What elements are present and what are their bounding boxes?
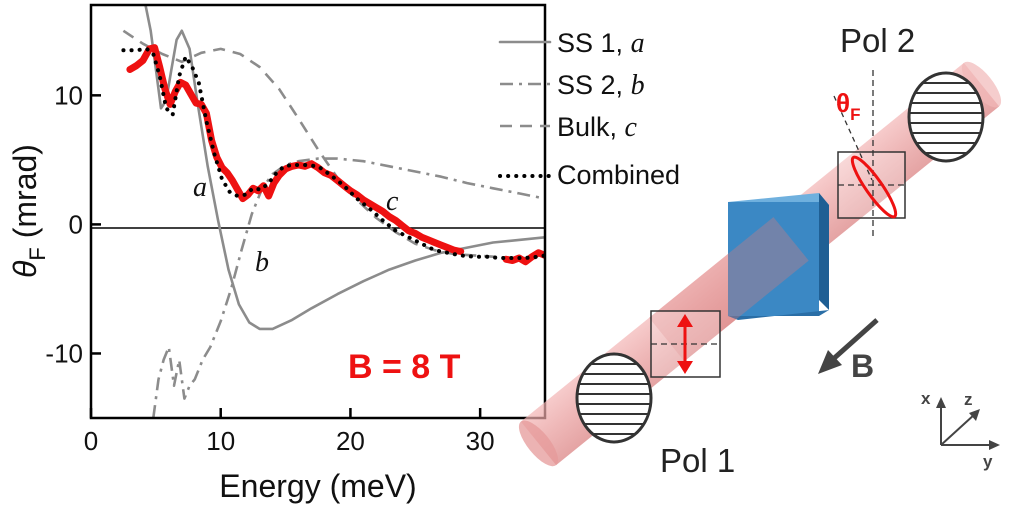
field-label: B: [851, 348, 874, 384]
experiment-schematic: Pol 1 Pol 2: [518, 22, 1002, 479]
x-tick-label: 30: [466, 426, 495, 456]
series-line-data_tail: [502, 249, 545, 266]
x-tick-label: 0: [84, 426, 98, 456]
legend-label-bulk: Bulk, c: [557, 112, 638, 143]
series-line-ss1: [144, 5, 545, 331]
axis-y-label: y: [983, 452, 993, 471]
legend-item-ss1: SS 1, a: [498, 28, 645, 59]
series-line-bulk: [122, 29, 545, 260]
field-annotation: B = 8 T: [348, 348, 461, 386]
series-line-data: [126, 44, 465, 255]
legend-label-ss1: SS 1, a: [557, 28, 645, 59]
x-tick-label: 20: [336, 426, 365, 456]
faraday-angle-label: θF: [836, 88, 860, 124]
legend-label-combined: Combined: [557, 160, 680, 190]
sample-block: [728, 193, 829, 320]
series-line-ss2: [152, 157, 545, 418]
axis-x-label: x: [921, 389, 931, 408]
y-tick-label: -10: [45, 338, 83, 368]
input-polarization-box: [650, 310, 721, 378]
curve-label-a: a: [193, 172, 207, 203]
x-axis: 0 10 20 30: [84, 408, 495, 456]
plot-frame: [89, 3, 547, 420]
series-line-combined: [121, 46, 545, 260]
output-polarization-box: [833, 70, 906, 236]
legend-item-bulk: Bulk, c: [500, 112, 638, 143]
y-tick-label: 0: [69, 209, 83, 239]
legend-item-ss2: SS 2, b: [500, 70, 645, 101]
legend-item-combined: Combined: [498, 160, 680, 190]
x-axis-title: Energy (meV): [219, 468, 416, 504]
legend-label-ss2: SS 2, b: [557, 70, 645, 101]
coordinate-axes: [936, 397, 1000, 450]
pol-1-label: Pol 1: [660, 442, 735, 479]
curve-label-c: c: [386, 186, 399, 217]
series-layer: [121, 5, 545, 418]
x-tick-label: 10: [206, 426, 235, 456]
pol-2-label: Pol 2: [840, 22, 915, 59]
magnetic-field-arrow: [818, 318, 879, 374]
polarizer-1: [575, 352, 653, 444]
legend: SS 1, a SS 2, b Bulk, c Combined: [498, 28, 680, 190]
y-tick-label: 10: [54, 80, 83, 110]
curve-label-b: b: [255, 247, 269, 278]
axis-z-label: z: [964, 390, 973, 409]
y-axis: -10 0 10: [45, 80, 101, 368]
y-axis-title: θF (mrad): [7, 144, 50, 278]
